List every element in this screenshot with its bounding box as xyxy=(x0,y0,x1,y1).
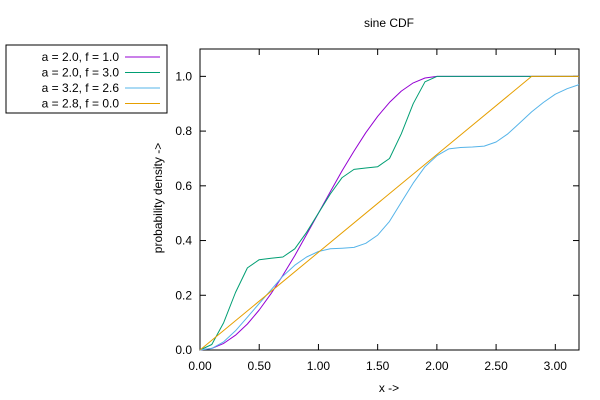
legend-label: a = 2.0, f = 1.0 xyxy=(42,50,120,64)
x-tick-label: 0.50 xyxy=(248,359,272,373)
series-line-2 xyxy=(199,75,579,351)
x-axis-ticks: 0.00 0.50 1.00 1.50 2.00 2.50 3.00 xyxy=(188,49,567,373)
y-tick-label: 0.0 xyxy=(175,343,192,357)
y-axis-label: probability density -> xyxy=(151,143,165,253)
series-lines xyxy=(199,75,580,351)
y-tick-label: 0.4 xyxy=(175,234,192,248)
y-tick-label: 1.0 xyxy=(175,69,192,83)
x-tick-label: 1.00 xyxy=(307,359,331,373)
y-tick-label: 0.8 xyxy=(175,124,192,138)
series-line-4 xyxy=(199,75,579,351)
x-tick-label: 0.00 xyxy=(188,359,212,373)
axes xyxy=(199,48,580,351)
x-tick-label: 3.00 xyxy=(544,359,568,373)
chart-title: sine CDF xyxy=(364,16,414,30)
y-tick-label: 0.2 xyxy=(175,288,192,302)
x-tick-label: 2.50 xyxy=(484,359,508,373)
x-tick-label: 2.00 xyxy=(425,359,449,373)
legend: a = 2.0, f = 1.0 a = 2.0, f = 3.0a = 3.2,… xyxy=(5,44,168,114)
x-axis-label: x -> xyxy=(379,381,399,395)
series-line-3 xyxy=(199,84,580,351)
y-tick-label: 0.6 xyxy=(175,179,192,193)
legend-box xyxy=(5,44,168,114)
series-line-1 xyxy=(199,75,579,351)
legend-label: a = 2.8, f = 0.0 xyxy=(42,97,120,111)
plot-frame xyxy=(199,48,580,351)
y-axis-ticks: 0.0 0.2 0.4 0.6 0.8 1.0 xyxy=(175,69,579,357)
legend-label: a = 2.0, f = 3.0 xyxy=(42,66,120,80)
legend-label: a = 3.2, f = 2.6 xyxy=(42,81,120,95)
x-tick-label: 1.50 xyxy=(366,359,390,373)
